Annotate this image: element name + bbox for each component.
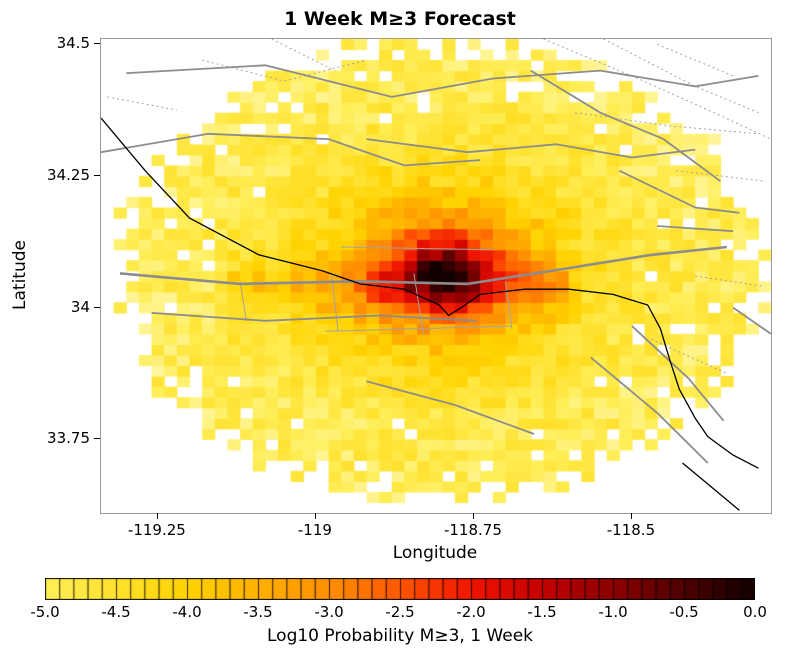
x-tick-label: -118.75 (443, 521, 502, 539)
x-tick-label: -118.5 (606, 521, 656, 539)
y-tick-mark (94, 306, 100, 308)
fault-line (151, 312, 478, 322)
fault-line-dotted (543, 39, 771, 140)
fault-line (366, 138, 696, 159)
y-tick-mark (94, 438, 100, 440)
fault-line-thin (331, 275, 339, 332)
coastline (101, 117, 759, 469)
chart-title: 1 Week M≥3 Forecast (284, 8, 516, 30)
fault-line-dotted (575, 112, 759, 135)
fault-line (101, 132, 481, 167)
fault-line (126, 64, 759, 98)
y-tick-label: 34.5 (56, 34, 90, 53)
colorbar-tick-label: -3.5 (243, 603, 273, 621)
faults-coastline-overlay (101, 39, 771, 511)
fault-line-dotted (201, 59, 367, 82)
fault-line-dotted (676, 170, 765, 182)
fault-line-thin (239, 281, 247, 321)
x-tick-mark (314, 513, 316, 519)
y-tick-label: 34.25 (47, 165, 90, 184)
y-tick-label: 33.75 (47, 429, 90, 448)
fault-line (732, 306, 771, 335)
colorbar (45, 578, 755, 600)
x-tick-mark (472, 513, 474, 519)
fault-line-dotted (650, 338, 728, 374)
colorbar-label: Log10 Probability M≥3, 1 Week (267, 626, 533, 646)
fault-line-dotted (657, 43, 734, 77)
fault-line (590, 356, 709, 464)
fault-line (657, 225, 734, 233)
colorbar-tick-label: -0.5 (669, 603, 699, 621)
fault-line-thin (325, 325, 512, 332)
colorbar-tick-label: -5.0 (30, 603, 60, 621)
colorbar-tick-label: -2.5 (385, 603, 415, 621)
x-tick-label: -119.25 (127, 521, 186, 539)
x-tick-mark (156, 513, 158, 519)
fault-line (366, 380, 535, 435)
y-tick-label: 34 (70, 297, 90, 316)
y-tick-mark (94, 43, 100, 45)
map-panel (100, 38, 772, 514)
colorbar-tick-label: -2.0 (456, 603, 486, 621)
x-tick-mark (630, 513, 632, 519)
coastline (682, 462, 740, 511)
colorbar-tick-label: -3.0 (314, 603, 344, 621)
y-axis-label: Latitude (10, 240, 30, 310)
x-tick-label: -119 (297, 521, 332, 539)
colorbar-tick-label: 0.0 (743, 603, 767, 621)
colorbar-tick-label: -1.5 (527, 603, 557, 621)
fault-line-dotted (695, 275, 765, 287)
probability-heatmap-canvas (101, 39, 771, 513)
fault-line-thin (505, 281, 513, 329)
fault-line-dotted (107, 96, 177, 111)
fault-line (530, 69, 721, 182)
colorbar-tick-label: -4.5 (101, 603, 131, 621)
major-fault-line (119, 245, 727, 286)
y-tick-mark (94, 174, 100, 176)
fault-line-thin (341, 246, 493, 251)
colorbar-tick-label: -1.0 (598, 603, 628, 621)
x-axis-label: Longitude (392, 543, 478, 563)
fault-line-dotted (271, 39, 336, 72)
fault-line (631, 325, 725, 422)
colorbar-tick-label: -4.0 (172, 603, 202, 621)
fault-line (618, 169, 740, 214)
